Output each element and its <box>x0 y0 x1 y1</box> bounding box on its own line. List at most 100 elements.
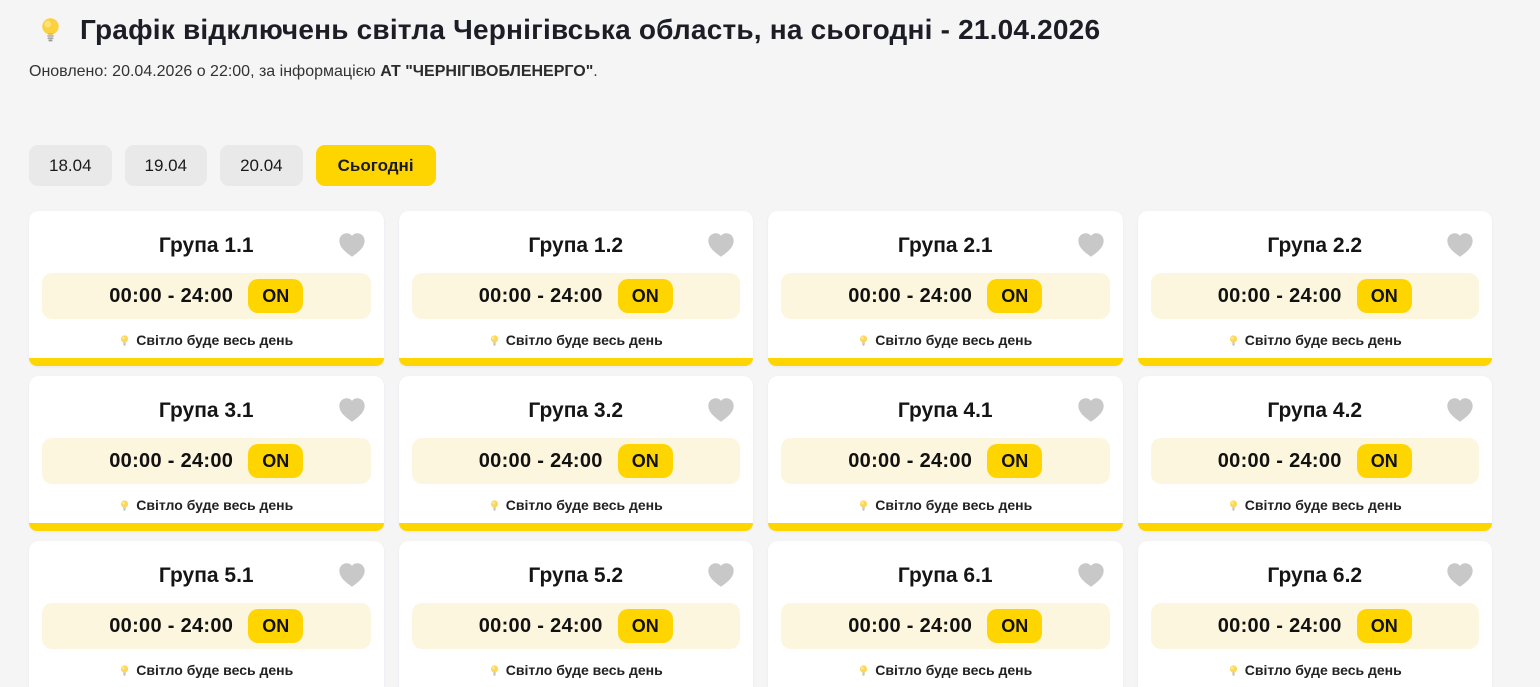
date-tab[interactable]: 20.04 <box>220 145 303 186</box>
date-tab[interactable]: 19.04 <box>124 145 208 186</box>
schedule-pill: 00:00 - 24:00 ON <box>42 603 371 649</box>
card-accent-bar <box>768 523 1123 531</box>
favorite-button[interactable] <box>705 560 737 590</box>
favorite-button[interactable] <box>1075 230 1107 260</box>
time-range: 00:00 - 24:00 <box>848 284 973 307</box>
status-badge: ON <box>1356 279 1412 313</box>
favorite-button[interactable] <box>1444 395 1476 425</box>
group-card: Група 1.2 00:00 - 24:00 ON Світло буде в… <box>398 211 753 366</box>
status-note-text: Світло буде весь день <box>136 497 294 513</box>
schedule-pill: 00:00 - 24:00 ON <box>1150 273 1479 319</box>
favorite-button[interactable] <box>1075 395 1107 425</box>
heart-icon <box>338 398 365 422</box>
group-card: Група 5.1 00:00 - 24:00 ON Світло буде в… <box>29 541 384 687</box>
small-bulb-icon <box>490 334 498 345</box>
heart-icon <box>1077 398 1104 422</box>
date-tab-today[interactable]: Сьогодні <box>315 145 436 186</box>
card-header: Група 1.2 <box>412 233 741 259</box>
card-accent-bar <box>398 358 753 366</box>
schedule-pill: 00:00 - 24:00 ON <box>781 603 1110 649</box>
card-accent-bar <box>1137 358 1492 366</box>
schedule-pill: 00:00 - 24:00 ON <box>411 603 740 649</box>
group-card: Група 6.2 00:00 - 24:00 ON Світло буде в… <box>1137 541 1492 687</box>
status-note-text: Світло буде весь день <box>1244 662 1402 678</box>
group-title: Група 6.2 <box>1267 564 1363 587</box>
status-note: Світло буде весь день <box>1151 332 1480 348</box>
group-card: Група 2.2 00:00 - 24:00 ON Світло буде в… <box>1137 211 1492 366</box>
time-range: 00:00 - 24:00 <box>1217 614 1342 637</box>
card-accent-bar <box>29 358 384 366</box>
time-range: 00:00 - 24:00 <box>1217 284 1342 307</box>
status-note-text: Світло буде весь день <box>1244 497 1402 513</box>
page-title: Графік відключень світла Чернігівська об… <box>80 14 1101 45</box>
card-header: Група 5.2 <box>412 563 741 589</box>
page-header: Графік відключень світла Чернігівська об… <box>29 14 1492 46</box>
group-title: Група 3.1 <box>158 399 254 422</box>
small-bulb-icon <box>860 499 868 510</box>
status-note-text: Світло буде весь день <box>136 332 294 348</box>
status-badge: ON <box>1356 444 1412 478</box>
time-range: 00:00 - 24:00 <box>109 284 234 307</box>
status-note-text: Світло буде весь день <box>505 497 663 513</box>
small-bulb-icon <box>121 334 129 345</box>
time-range: 00:00 - 24:00 <box>478 449 603 472</box>
schedule-pill: 00:00 - 24:00 ON <box>42 438 371 484</box>
card-header: Група 6.1 <box>781 563 1110 589</box>
group-title: Група 2.2 <box>1267 234 1363 257</box>
updated-text: Оновлено: 20.04.2026 о 22:00, за інформа… <box>29 63 381 80</box>
date-tab[interactable]: 18.04 <box>29 145 112 186</box>
heart-icon <box>708 563 734 587</box>
time-range: 00:00 - 24:00 <box>478 284 603 307</box>
card-header: Група 3.1 <box>42 398 371 424</box>
favorite-button[interactable] <box>336 230 368 260</box>
time-range: 00:00 - 24:00 <box>848 614 973 637</box>
status-note: Світло буде весь день <box>412 662 741 678</box>
status-note: Світло буде весь день <box>42 662 371 678</box>
favorite-button[interactable] <box>336 560 368 590</box>
favorite-button[interactable] <box>705 230 737 260</box>
heart-icon <box>1077 233 1104 257</box>
status-note-text: Світло буде весь день <box>875 497 1033 513</box>
heart-icon <box>708 398 734 422</box>
status-note: Світло буде весь день <box>42 332 371 348</box>
status-badge: ON <box>617 609 673 643</box>
provider-name: АТ "ЧЕРНІГІВОБЛЕНЕРГО" <box>380 63 594 80</box>
heart-icon <box>1447 398 1473 422</box>
group-title: Група 1.2 <box>528 234 624 257</box>
status-note: Світло буде весь день <box>1151 497 1480 513</box>
card-accent-bar <box>768 358 1123 366</box>
status-note: Світло буде весь день <box>412 497 741 513</box>
schedule-pill: 00:00 - 24:00 ON <box>1150 603 1479 649</box>
card-header: Група 3.2 <box>412 398 741 424</box>
status-note-text: Світло буде весь день <box>136 662 294 678</box>
status-badge: ON <box>248 444 304 478</box>
status-note-text: Світло буде весь день <box>505 332 663 348</box>
small-bulb-icon <box>121 499 129 510</box>
group-card: Група 6.1 00:00 - 24:00 ON Світло буде в… <box>768 541 1123 687</box>
card-accent-bar <box>1137 523 1492 531</box>
favorite-button[interactable] <box>336 395 368 425</box>
heart-icon <box>1447 563 1473 587</box>
group-card: Група 4.2 00:00 - 24:00 ON Світло буде в… <box>1137 376 1492 531</box>
group-title: Група 5.2 <box>528 564 624 587</box>
time-range: 00:00 - 24:00 <box>478 614 603 637</box>
card-header: Група 2.1 <box>781 233 1110 259</box>
small-bulb-icon <box>1229 334 1237 345</box>
favorite-button[interactable] <box>1444 560 1476 590</box>
status-note: Світло буде весь день <box>781 497 1110 513</box>
status-note-text: Світло буде весь день <box>505 662 663 678</box>
group-title: Група 6.1 <box>897 564 993 587</box>
groups-grid: Група 1.1 00:00 - 24:00 ON Світло буде в… <box>29 211 1492 687</box>
favorite-button[interactable] <box>705 395 737 425</box>
favorite-button[interactable] <box>1444 230 1476 260</box>
schedule-pill: 00:00 - 24:00 ON <box>1150 438 1479 484</box>
heart-icon <box>1447 233 1473 257</box>
heart-icon <box>338 563 365 587</box>
status-note-text: Світло буде весь день <box>1244 332 1402 348</box>
schedule-pill: 00:00 - 24:00 ON <box>411 273 740 319</box>
card-header: Група 2.2 <box>1151 233 1480 259</box>
favorite-button[interactable] <box>1075 560 1107 590</box>
updated-suffix: . <box>593 63 598 80</box>
heart-icon <box>708 233 734 257</box>
